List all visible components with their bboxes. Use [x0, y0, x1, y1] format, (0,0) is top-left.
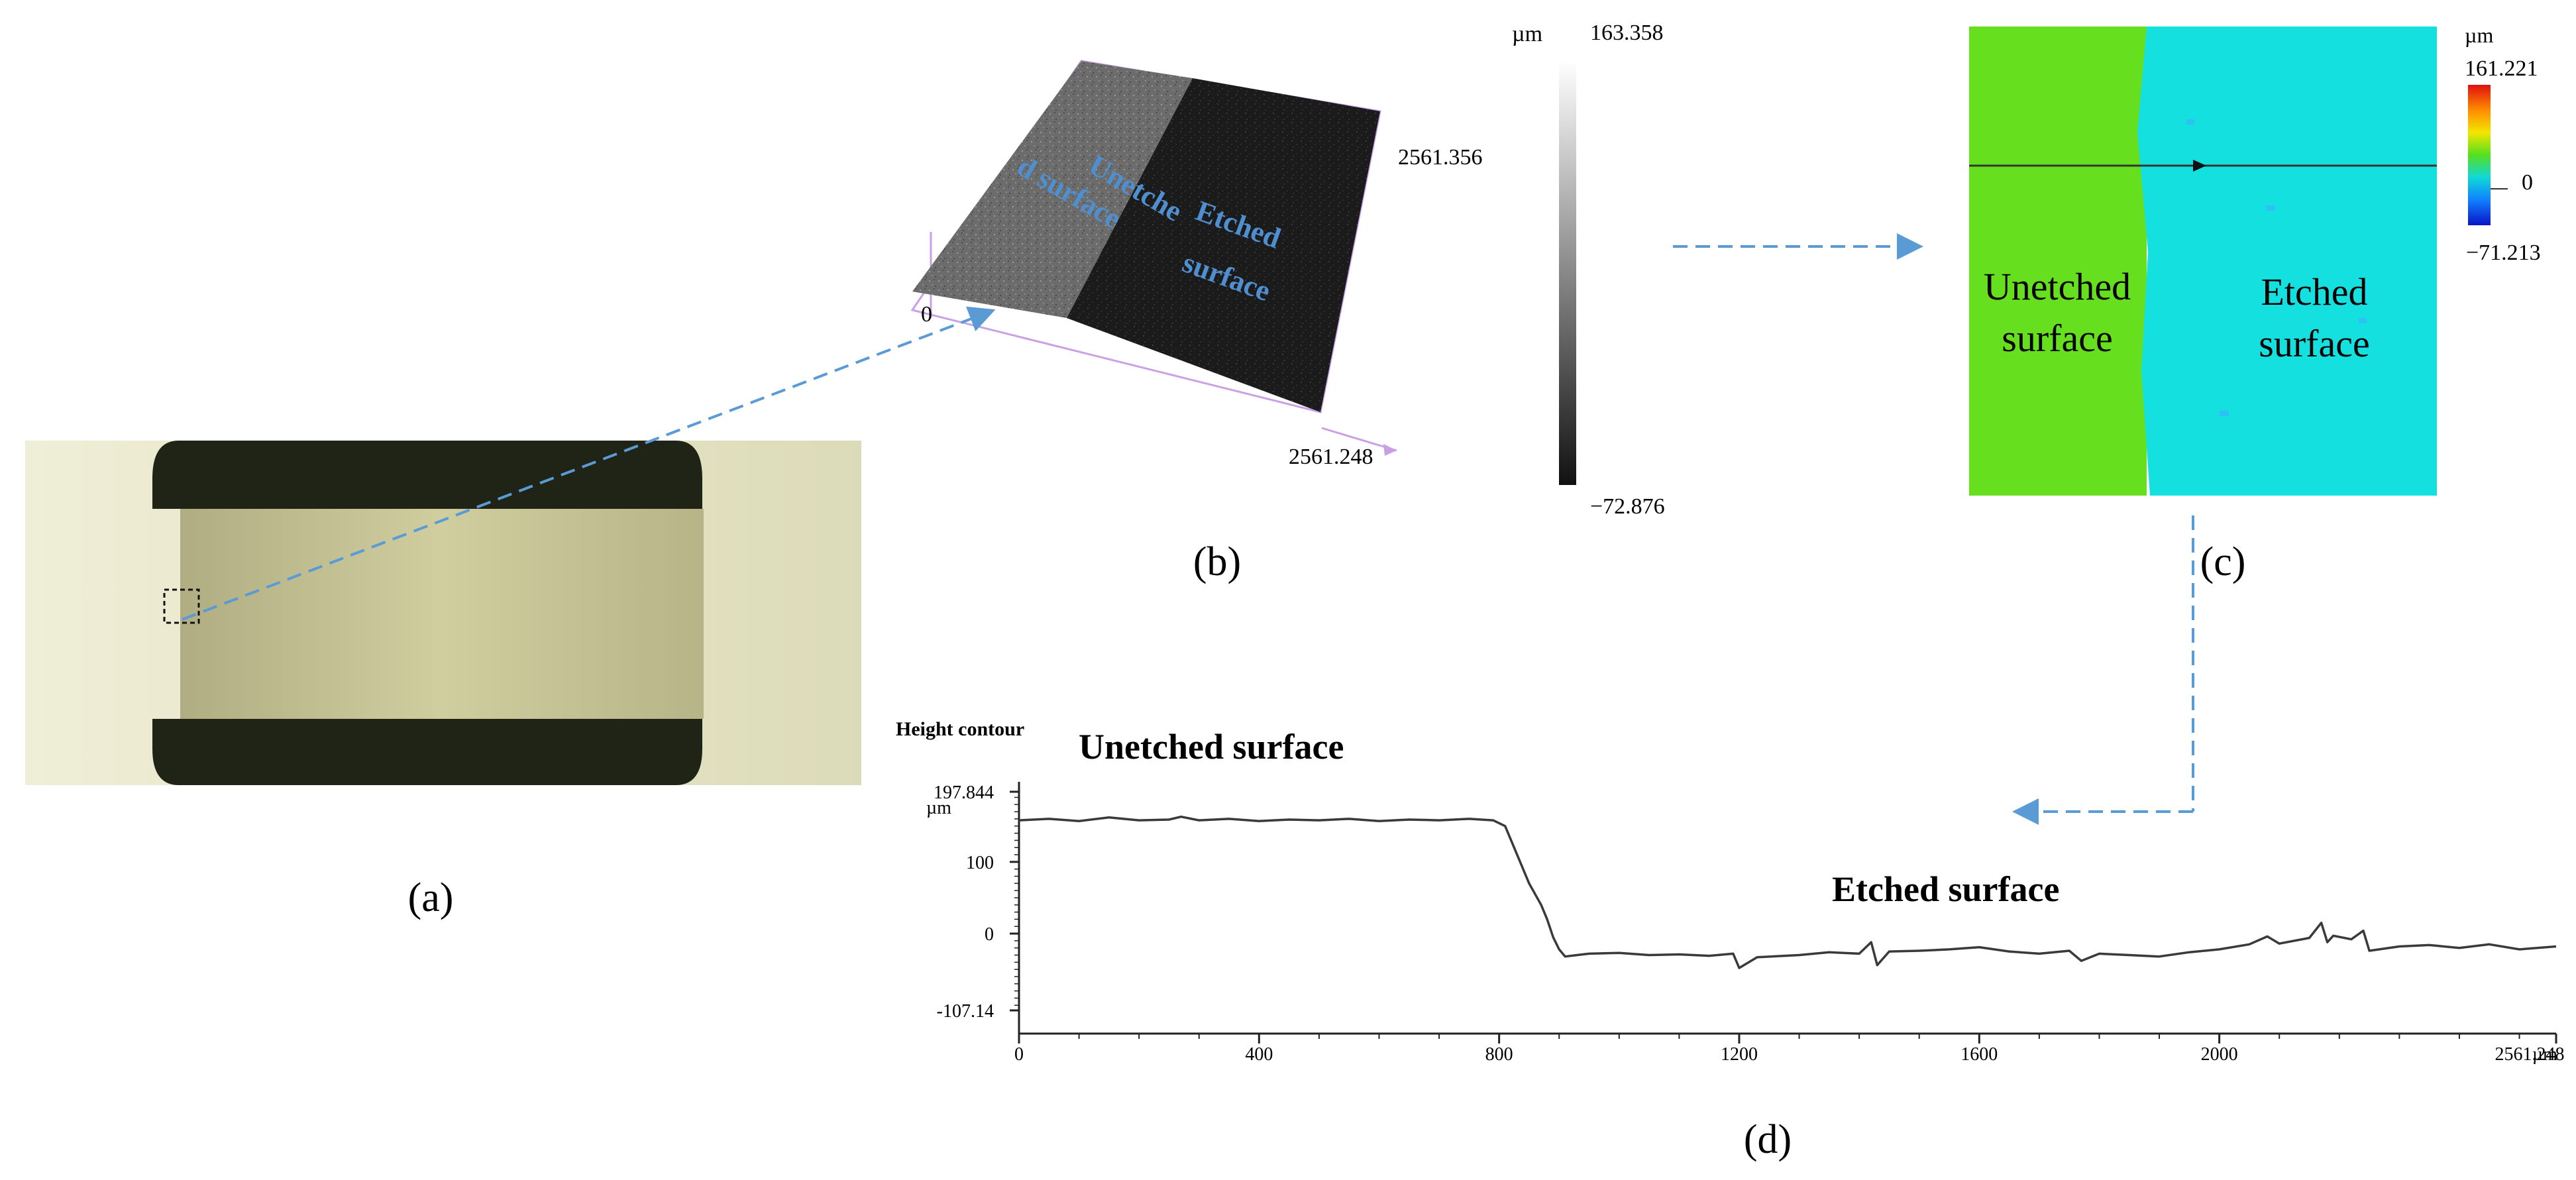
- panel-d-label: (d): [1744, 1117, 1792, 1162]
- panel-a-specimen-photo: [25, 441, 861, 785]
- chart-tick-labels: 0 400 800 1200 1600 2000 2561.248 197.844 100 0 -1…: [934, 782, 2565, 1065]
- panel-d-height-contour-chart: 0 400 800 1200 1600 2000 2561.248 197.844 100 0 -1…: [896, 718, 2565, 1065]
- x-tick-label: 2561.248: [2495, 1044, 2565, 1065]
- panel-c-etched-line2: surface: [2259, 322, 2369, 365]
- y-tick-label: 197.844: [934, 782, 994, 803]
- panel-a-label: (a): [408, 875, 454, 920]
- chart-series-line: [1018, 815, 2557, 969]
- panel-b-axis-x-max: 2561.248: [1289, 445, 1373, 469]
- unetched-region-gray: [912, 61, 1193, 318]
- panel-c-scale-min: −71.213: [2466, 241, 2541, 265]
- panel-c-scale-unit: µm: [2465, 23, 2493, 47]
- y-tick-label: -107.14: [937, 1001, 994, 1022]
- panel-c-height-map: Unetched surface Etched surface: [1969, 27, 2437, 496]
- panel-c-label: (c): [2200, 539, 2246, 584]
- unetched-region-green: [1969, 27, 2147, 496]
- etched-region-cyan: [2137, 27, 2437, 496]
- chart-title: Height contour: [896, 718, 1024, 740]
- panel-c-unetched-line1: Unetched: [1984, 265, 2131, 308]
- panel-b-3d-surface: Unetche d surface Etched surface 0 2561.…: [910, 60, 1483, 469]
- chart-x-unit: µm: [2532, 1044, 2557, 1065]
- x-tick-label: 2000: [2201, 1044, 2238, 1065]
- x-tick-label: 800: [1485, 1044, 1513, 1065]
- chart-ticks: [1010, 790, 2557, 1044]
- panel-c-scale-max: 161.221: [2465, 56, 2538, 81]
- panel-c-scale-zero: 0: [2522, 170, 2533, 195]
- region-of-interest-box: [163, 588, 200, 624]
- chart-y-unit: µm: [926, 798, 951, 818]
- chart-etched-annotation: Etched surface: [1832, 869, 2059, 909]
- y-tick-label: 100: [966, 853, 994, 873]
- x-tick-label: 0: [1014, 1044, 1024, 1065]
- panel-b-scale-max: 163.358: [1590, 21, 1664, 45]
- panel-b-scale-min: −72.876: [1590, 494, 1665, 519]
- connector-arrows: [182, 233, 2194, 825]
- panel-b-axis-zero: 0: [921, 302, 932, 327]
- x-tick-label: 400: [1245, 1044, 1273, 1065]
- x-tick-label: 1200: [1721, 1044, 1758, 1065]
- etched-region-dark: [1067, 78, 1380, 412]
- y-tick-label: 0: [985, 924, 994, 945]
- panel-b-scale-unit: µm: [1512, 22, 1542, 46]
- panel-b-axis-y-max: 2561.356: [1398, 145, 1483, 170]
- panel-c-color-bar: µm 161.221 0 −71.213: [2465, 23, 2541, 265]
- x-tick-label: 1600: [1960, 1044, 1998, 1065]
- panel-b-label: (b): [1193, 539, 1241, 584]
- panel-c-unetched-line2: surface: [2002, 317, 2112, 360]
- panel-b-grayscale-bar: µm 163.358 −72.876: [1512, 21, 1665, 519]
- chart-unetched-annotation: Unetched surface: [1079, 727, 1344, 767]
- panel-c-etched-line1: Etched: [2261, 270, 2367, 313]
- arrow-a-to-b: [182, 306, 996, 621]
